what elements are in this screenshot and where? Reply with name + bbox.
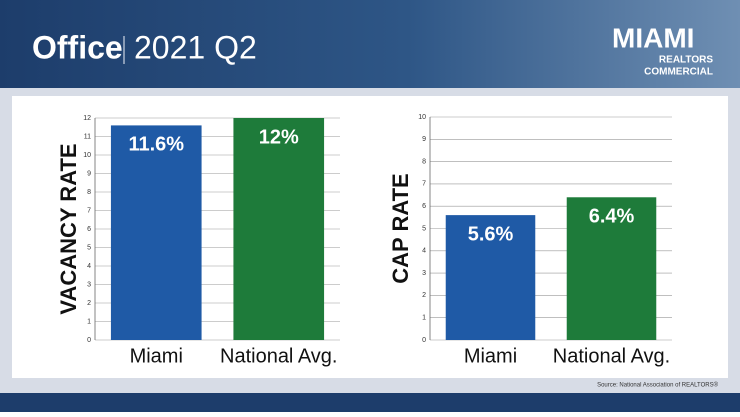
- y-tick-label: 5: [422, 225, 426, 232]
- y-tick-label: 6: [87, 226, 91, 233]
- y-tick-label: 12: [83, 115, 91, 122]
- infographic: Office 2021 Q2 MIAMI REALTORS COMMERCIAL…: [0, 0, 740, 412]
- header-title: Office: [32, 29, 123, 65]
- y-tick-label: 1: [87, 318, 91, 325]
- y-tick-label: 2: [422, 292, 426, 299]
- y-tick-label: 8: [422, 158, 426, 165]
- value-label: 5.6%: [468, 223, 514, 245]
- source: Source: National Association of REALTORS…: [597, 382, 719, 389]
- y-tick-label: 8: [87, 189, 91, 196]
- y-tick-label: 3: [87, 281, 91, 288]
- x-tick-label: Miami: [130, 345, 183, 367]
- y-tick-label: 11: [84, 133, 91, 140]
- footer-bar: [0, 393, 740, 412]
- bar: [111, 125, 202, 340]
- logo: MIAMI: [612, 22, 694, 53]
- y-tick-label: 1: [422, 315, 426, 322]
- y-tick-label: 10: [83, 152, 91, 159]
- y-tick-label: 3: [422, 270, 426, 277]
- y-tick-label: 0: [87, 337, 91, 344]
- y-tick-label: 2: [87, 300, 91, 307]
- bar: [233, 118, 324, 340]
- logo-sub: COMMERCIAL: [644, 67, 713, 78]
- y-tick-label: 5: [87, 244, 91, 251]
- y-tick-label: 10: [418, 114, 426, 121]
- y-axis-label: VACANCY RATE: [56, 143, 81, 314]
- x-tick-label: Miami: [464, 345, 517, 367]
- header-subtitle: 2021 Q2: [134, 29, 257, 65]
- y-tick-label: 9: [87, 170, 91, 177]
- y-tick-label: 0: [422, 337, 426, 344]
- value-label: 6.4%: [589, 206, 635, 228]
- y-tick-label: 6: [422, 203, 426, 210]
- y-tick-label: 7: [422, 181, 426, 188]
- y-tick-label: 7: [87, 207, 91, 214]
- value-label: 11.6%: [128, 134, 184, 156]
- y-tick-label: 9: [422, 136, 426, 143]
- y-tick-label: 4: [87, 263, 91, 270]
- y-axis-label: CAP RATE: [388, 173, 413, 283]
- value-label: 12%: [259, 126, 299, 148]
- y-tick-label: 4: [422, 248, 426, 255]
- logo-sub: REALTORS: [659, 55, 713, 66]
- x-tick-label: National Avg.: [220, 345, 338, 367]
- x-tick-label: National Avg.: [553, 345, 671, 367]
